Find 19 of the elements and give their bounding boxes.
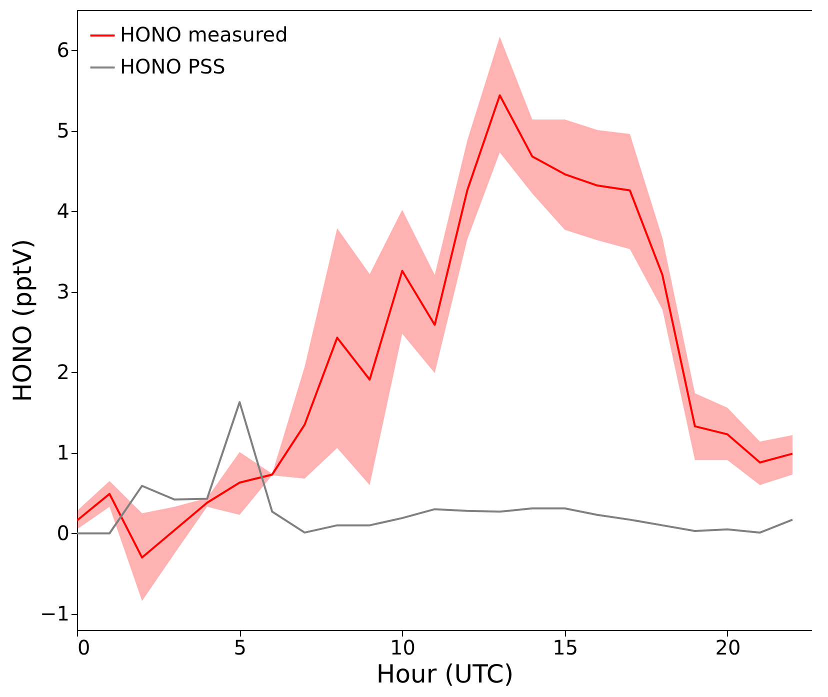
y-tick-label: 4 (56, 198, 70, 223)
y-tick-label: 1 (56, 440, 70, 464)
x-tick-label: 15 (552, 636, 578, 660)
x-tick-label: 10 (390, 636, 416, 660)
x-tick-label: 20 (715, 636, 741, 660)
x-tick-label: 0 (78, 636, 90, 660)
y-tick-label: 2 (56, 360, 70, 384)
x-axis-title: Hour (UTC) (376, 660, 514, 688)
line-series (77, 94, 794, 559)
x-tick-label: 5 (234, 636, 246, 660)
y-tick-label: 5 (56, 118, 70, 142)
y-axis-title: HONO (pptV) (8, 239, 38, 402)
line-series (77, 401, 794, 534)
legend-label: HONO measured (120, 22, 288, 46)
y-tick-label: 6 (56, 38, 70, 62)
y-tick-label: 3 (56, 279, 70, 304)
legend-label: HONO PSS (120, 54, 226, 78)
y-tick-label: −1 (40, 601, 70, 626)
y-tick-label: 0 (56, 520, 70, 545)
